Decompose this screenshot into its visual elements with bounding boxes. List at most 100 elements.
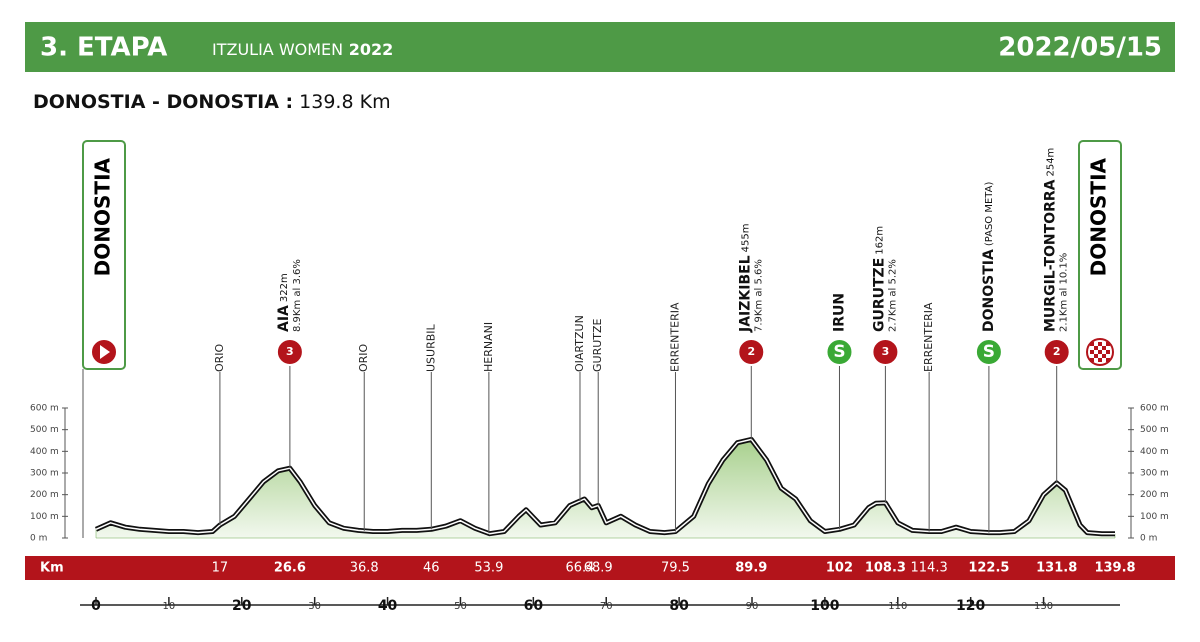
- icon: [275, 338, 304, 366]
- checker: [1094, 346, 1098, 350]
- km-value: 139.8: [1094, 561, 1135, 576]
- start-arrow: [100, 345, 110, 359]
- point-name: OIARTZUN: [573, 315, 586, 372]
- x-tick-label: 20: [232, 598, 252, 614]
- y-tick-label: 400 m: [30, 447, 59, 457]
- km-value: 79.5: [661, 561, 690, 576]
- checker: [1098, 350, 1102, 354]
- checker: [1106, 342, 1110, 346]
- icon-label: 3: [882, 345, 890, 358]
- km-value: 17: [212, 561, 229, 576]
- checker: [1094, 354, 1098, 358]
- checker: [1090, 342, 1094, 346]
- point-name: DONOSTIA: [981, 249, 997, 332]
- place-name: DONOSTIA: [91, 157, 115, 276]
- point-label: DONOSTIA (PASO META): [981, 182, 997, 332]
- km-value: 89.9: [735, 561, 767, 576]
- year: 2022: [349, 40, 394, 59]
- icon: [737, 338, 766, 366]
- subtitle: DONOSTIA - DONOSTIA : 139.8 Km: [33, 91, 391, 113]
- place-box: [82, 140, 126, 370]
- point-height: 322m: [279, 273, 290, 302]
- y-tick-label-right: 300 m: [1140, 469, 1169, 479]
- icon: [1042, 338, 1071, 366]
- icon-label: S: [833, 342, 845, 362]
- y-tick-label-right: 500 m: [1140, 425, 1169, 435]
- icon: [871, 338, 900, 366]
- point-label: MURGIL-TONTORRA 254m: [1043, 148, 1059, 332]
- distance: 139.8 Km: [299, 91, 390, 113]
- checker: [1090, 350, 1094, 354]
- point-name: ERRENTERIA: [922, 302, 935, 372]
- point-label: USURBIL: [424, 323, 437, 372]
- point-height: 455m: [740, 224, 751, 253]
- point-label: OIARTZUN: [573, 315, 586, 372]
- x-tick-label: 0: [91, 598, 101, 614]
- point-height: 162m: [874, 226, 885, 255]
- x-tick-label: 30: [308, 601, 321, 612]
- point-label: GURUTZE: [591, 318, 604, 372]
- x-tick-label: 50: [454, 601, 467, 612]
- point-label: ORIO: [213, 343, 226, 372]
- y-tick-label: 300 m: [30, 469, 59, 479]
- point-label: IRUN: [831, 293, 847, 332]
- icon-label: S: [983, 342, 995, 362]
- checker: [1102, 354, 1106, 358]
- point-detail: 7.9Km al 5.6%: [753, 259, 764, 332]
- icon-label: 2: [747, 345, 755, 358]
- point-name: ERRENTERIA: [668, 302, 681, 372]
- x-tick-label: 130: [1034, 601, 1053, 612]
- point-height: (PASO META): [984, 182, 995, 247]
- route: DONOSTIA - DONOSTIA :: [33, 91, 293, 113]
- header-bar: [25, 22, 1175, 72]
- x-tick-label: 110: [888, 601, 907, 612]
- y-tick-label: 200 m: [30, 490, 59, 500]
- x-tick-label: 90: [746, 601, 759, 612]
- y-tick-label-right: 200 m: [1140, 490, 1169, 500]
- icon-label: 3: [286, 345, 294, 358]
- icon: [974, 338, 1003, 366]
- km-value: 131.8: [1036, 561, 1077, 576]
- point-name: GURUTZE: [871, 258, 887, 332]
- point-label: ERRENTERIA: [668, 302, 681, 372]
- point-detail: 2.7Km al 5.2%: [887, 259, 898, 332]
- y-tick-label-right: 100 m: [1140, 512, 1169, 522]
- point-label: GURUTZE 162m: [871, 226, 887, 332]
- checker: [1106, 358, 1110, 362]
- point-name: JAIZKIBEL: [737, 255, 753, 333]
- icon-label: 2: [1053, 345, 1061, 358]
- x-tick-label: 80: [669, 598, 689, 614]
- x-tick-label: 10: [163, 601, 176, 612]
- point-name: USURBIL: [424, 323, 437, 372]
- point-name: ORIO: [213, 343, 226, 372]
- x-tick-label: 100: [810, 598, 839, 614]
- point-detail: 2.1Km al 10.1%: [1059, 253, 1070, 332]
- km-value: 36.8: [350, 561, 379, 576]
- point-label: AIA 322m: [276, 273, 292, 332]
- km-value: 26.6: [274, 561, 306, 576]
- point-label: ERRENTERIA: [922, 302, 935, 372]
- point-label: ORIO: [357, 343, 370, 372]
- point-name: GURUTZE: [591, 318, 604, 372]
- y-tick-label-right: 0 m: [1140, 534, 1157, 544]
- point-name: HERNANI: [482, 322, 495, 372]
- point-name: IRUN: [831, 293, 847, 332]
- km-value: 66.4: [566, 561, 595, 576]
- race: ITZULIA WOMEN 2022: [212, 40, 393, 59]
- place-box: [1078, 140, 1122, 370]
- km-value: 108.3: [865, 561, 906, 576]
- y-tick-label: 600 m: [30, 404, 59, 414]
- point-label: JAIZKIBEL 455m: [737, 224, 753, 333]
- km-value: 46: [423, 561, 440, 576]
- y-tick-label: 100 m: [30, 512, 59, 522]
- x-tick-label: 60: [524, 598, 544, 614]
- icon: [825, 338, 854, 366]
- point-name: ORIO: [357, 343, 370, 372]
- km-value: 53.9: [474, 561, 503, 576]
- y-tick-label: 0 m: [30, 534, 47, 544]
- point-name: AIA: [276, 305, 292, 332]
- x-tick-label: 70: [600, 601, 613, 612]
- race-name: ITZULIA WOMEN: [212, 40, 343, 59]
- x-tick-label: 120: [956, 598, 985, 614]
